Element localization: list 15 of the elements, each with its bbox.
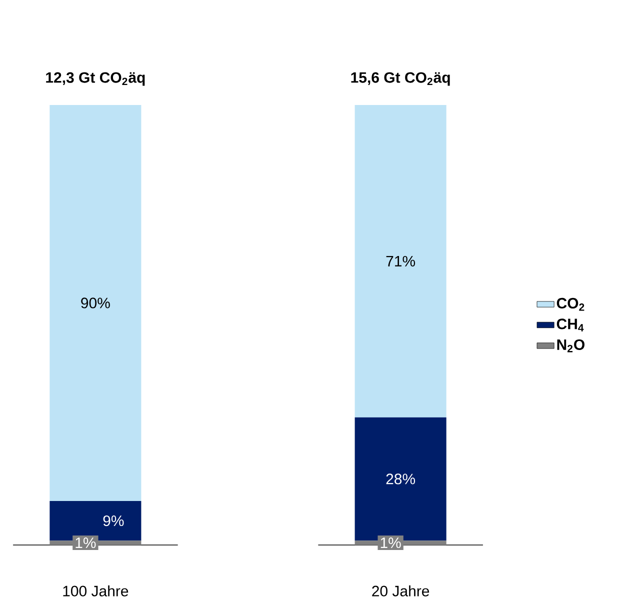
legend-label: CH$_{4}$: [556, 318, 584, 332]
data-label: 1%: [380, 538, 401, 548]
x-tick-label: 20 Jahre: [372, 585, 430, 596]
total-label: 12,3 Gt CO$_{2}$äq: [46, 72, 145, 86]
bar: [50, 104, 142, 501]
legend-label: N$_{2}$O: [557, 339, 584, 352]
data-label: 9%: [103, 515, 124, 526]
x-tick-label: 100 Jahre: [63, 585, 128, 596]
legend-label: CO$_{2}$: [556, 298, 584, 311]
bar: [354, 104, 446, 418]
data-label: 28%: [386, 474, 416, 484]
data-label: 1%: [76, 538, 96, 548]
data-label: 90%: [81, 298, 110, 308]
total-label: 15,6 Gt CO$_{2}$äq: [351, 72, 450, 86]
data-label: 71%: [386, 256, 416, 266]
